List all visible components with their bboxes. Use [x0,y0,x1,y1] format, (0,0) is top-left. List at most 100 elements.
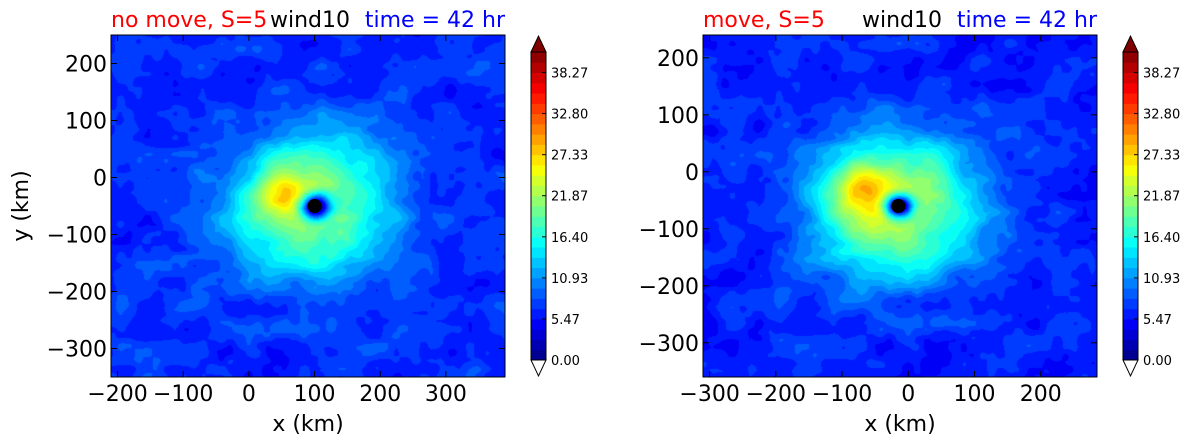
colorbar-tick-label: 16.40 [551,231,588,246]
y-tick-label: 200 [65,53,107,78]
colorbar-extend-max [530,34,547,53]
colorbar-segment [1123,52,1138,63]
panel1-colorbar: 0.00 5.47 10.93 16.40 21.87 27.33 32.80 38.27 [530,34,588,378]
x-tick-label: 100 [294,382,336,407]
colorbar-segment [1123,72,1138,84]
colorbar-tick-label: 38.27 [551,67,588,82]
x-tick-label: −100 [812,382,872,407]
panel2-title-left: move, S=5 [703,8,825,33]
colorbar-segment [531,277,546,289]
colorbar-segment [531,288,546,299]
colorbar-segment [531,164,546,176]
colorbar-segment [1123,123,1138,135]
colorbar-segment [531,52,546,63]
y-tick-label: −200 [47,281,107,306]
panel2-title-right: time = 42 hr [957,8,1098,33]
panel1-y-axis-label: y (km) [9,170,34,241]
colorbar-tick-label: 27.33 [1143,149,1180,164]
colorbar-segment [1123,288,1138,299]
y-tick-label: −200 [639,275,699,300]
panel1-title-center: wind10 [270,8,350,33]
colorbar-segment [1123,329,1138,340]
colorbar-tick-label: 5.47 [1143,313,1172,328]
colorbar-segment [531,82,546,94]
colorbar-segment [1123,277,1138,289]
colorbar-segment [1123,144,1138,156]
colorbar-tick-label: 0.00 [551,354,580,369]
colorbar-tick-label: 27.33 [551,149,588,164]
colorbar-segment [531,93,546,104]
colorbar-segment [1123,226,1138,238]
x-tick-label: −100 [153,382,213,407]
colorbar-segment [1123,339,1138,351]
colorbar-segment [531,236,546,248]
colorbar-segment [1123,134,1138,145]
panel2-y-ticks: 200 100 0 −100 −200 −300 [639,47,1097,357]
colorbar-segment [531,257,546,269]
y-tick-label: 0 [685,161,699,186]
colorbar-segment [1123,82,1138,94]
panel2-plot: −300 −200 −100 0 100 200 2001000−100−200−300 … [639,34,1098,437]
x-tick-label: 0 [242,382,256,407]
panel1-title-right: time = 42 hr [365,8,506,33]
y-tick-label: −300 [47,338,107,363]
panel2-x-axis-label: x (km) [864,412,935,437]
colorbar-tick-label: 0.00 [1143,354,1172,369]
y-tick-label: 100 [65,110,107,135]
colorbar-segment [531,72,546,84]
colorbar-segment [1123,164,1138,176]
panel1-x-ticks: −200 −100 0 100 200 300 [87,35,467,407]
panel1-frame [110,34,506,378]
colorbar-tick-label: 10.93 [1143,272,1180,287]
colorbar-segment [1123,103,1138,115]
y-tick-label: 0 [93,167,107,192]
x-tick-label: 200 [359,382,401,407]
x-tick-label: 200 [1020,382,1062,407]
colorbar-segment [531,308,546,320]
x-tick-label: 0 [901,382,915,407]
colorbar-segment [1123,349,1138,361]
colorbar-extend-min [1122,359,1139,378]
colorbar-segment [1123,298,1138,310]
colorbar-segment [1123,236,1138,248]
colorbar-tick-label: 32.80 [551,108,588,123]
colorbar-segment [1123,113,1138,125]
colorbar-segment [531,175,546,186]
panel1-x-axis-label: x (km) [272,412,343,437]
colorbar-segment [531,298,546,310]
x-tick-label: 100 [953,382,995,407]
panel2-frame [702,34,1098,378]
colorbar-segment [531,154,546,166]
colorbar-tick-label: 21.87 [551,190,588,205]
colorbar-segment [531,206,546,217]
panel2-x-ticks: −300 −200 −100 0 100 200 [679,35,1062,407]
colorbar-segment [1123,318,1138,330]
colorbar-segment [531,349,546,361]
panel2-title-center: wind10 [862,8,942,33]
colorbar-segment [531,134,546,145]
colorbar-segment [531,329,546,340]
colorbar-segment [1123,257,1138,269]
colorbar-segment [1123,308,1138,320]
panel1-title-left: no move, S=5 [111,8,267,33]
colorbar-tick-label: 16.40 [1143,231,1180,246]
colorbar-segment [1123,247,1138,258]
colorbar-segment [531,216,546,228]
colorbar-segment [1123,185,1138,197]
panel1-y-ticks: 200 100 0 −100 −200 −300 [47,53,505,363]
colorbar-frame [1122,51,1139,361]
y-tick-label: −100 [639,218,699,243]
colorbar-segment [531,123,546,135]
colorbar-segment [531,144,546,156]
colorbar-segment [531,339,546,351]
x-tick-label: −300 [679,382,739,407]
colorbar-segment [1123,154,1138,166]
colorbar-segment [1123,93,1138,104]
y-tick-label: 200 [657,47,699,72]
colorbar-extend-max [1122,34,1139,53]
colorbar-segment [1123,267,1138,279]
colorbar-segment [531,113,546,125]
colorbar-segment [531,62,546,74]
